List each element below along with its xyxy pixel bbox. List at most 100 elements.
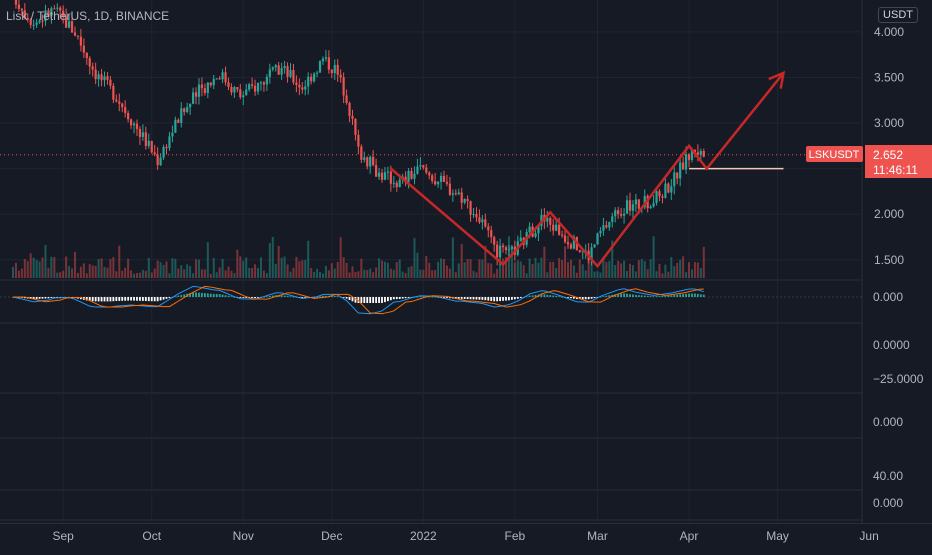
volume-bar — [381, 260, 384, 278]
macd-histogram-bar — [552, 295, 555, 297]
candle-body — [14, 0, 18, 5]
candle-body — [53, 8, 56, 10]
candle-body — [307, 76, 310, 87]
macd-histogram-bar — [133, 297, 135, 301]
candle-body — [395, 182, 398, 187]
volume-bar — [522, 265, 525, 278]
candle-body — [590, 247, 593, 260]
macd-histogram-bar — [106, 297, 109, 302]
macd-histogram-bar — [460, 297, 463, 299]
candle-body — [593, 244, 596, 248]
macd-histogram-bar — [670, 295, 673, 297]
macd-histogram-bar — [472, 297, 475, 300]
candle-body — [23, 10, 26, 18]
volume-bar — [389, 268, 392, 278]
macd-histogram-bar — [389, 297, 392, 301]
candle-body — [528, 226, 531, 233]
volume-bar — [593, 271, 596, 278]
volume-bar — [366, 270, 369, 278]
zigzag-projection-line[interactable] — [390, 72, 785, 269]
macd-histogram-bar — [354, 297, 357, 303]
volume-bar — [496, 268, 499, 278]
volume-bar — [679, 259, 682, 278]
volume-bar — [425, 256, 428, 278]
candle-body — [342, 77, 345, 96]
candle-body — [416, 166, 419, 174]
volume-bar — [97, 258, 100, 278]
candle-body — [625, 200, 629, 214]
candle-body — [563, 235, 567, 243]
macd-histogram-bar — [643, 295, 646, 297]
macd-histogram-bar — [561, 296, 563, 298]
volume-bar — [230, 270, 233, 278]
projection-arrow-head[interactable] — [768, 70, 786, 89]
candle-body — [242, 95, 245, 98]
volume-bar — [330, 263, 333, 278]
candle-body — [118, 101, 121, 104]
volume-bar — [262, 270, 265, 278]
candle-body — [97, 74, 100, 80]
symbol-title: Lisk / TetherUS, 1D, BINANCE — [6, 9, 170, 23]
candle-body — [327, 57, 330, 70]
candle-body — [436, 181, 440, 185]
macd-histogram-bar — [227, 295, 230, 297]
candle-body — [209, 82, 212, 86]
macd-histogram-bar — [567, 297, 569, 298]
candle-body — [138, 128, 142, 137]
macd-histogram-bar — [599, 296, 602, 298]
macd-histogram-bar — [56, 297, 59, 298]
volume-bar — [289, 271, 292, 278]
candle-body — [602, 225, 605, 231]
candle-body — [171, 132, 174, 137]
candle-body — [498, 245, 502, 258]
volume-bar — [138, 272, 141, 278]
macd-histogram-bar — [667, 295, 670, 297]
macd-histogram-bar — [620, 293, 623, 297]
candle-body — [676, 172, 679, 179]
candle-body — [289, 70, 292, 77]
candle-body — [354, 118, 357, 135]
macd-histogram-bar — [528, 295, 531, 297]
candle-body — [224, 72, 227, 83]
macd-histogram-bar — [555, 295, 558, 297]
macd-histogram-bar — [658, 295, 661, 297]
volume-bar — [631, 265, 634, 278]
macd-histogram-bar — [381, 297, 383, 303]
macd-histogram-bar — [53, 297, 56, 298]
volume-bar — [401, 271, 404, 278]
volume-bar — [333, 268, 336, 278]
macd-histogram-bar — [634, 294, 637, 297]
indicator-axis-label: 0.000 — [873, 290, 903, 304]
volume-bar — [242, 260, 245, 278]
volume-bar — [493, 273, 496, 278]
candle-body — [203, 88, 206, 94]
macd-histogram-bar — [534, 294, 537, 297]
candle-body — [174, 119, 177, 133]
macd-histogram-bar — [221, 294, 224, 297]
candle-body — [360, 146, 363, 160]
volume-bar — [162, 264, 165, 278]
volume-bar — [224, 270, 227, 278]
macd-histogram-bar — [475, 297, 478, 300]
candle-body — [191, 92, 195, 104]
candle-body — [478, 217, 481, 223]
volume-bar — [664, 264, 667, 278]
candle-body — [357, 134, 360, 147]
volume-bar — [115, 271, 118, 278]
candle-body — [428, 172, 431, 176]
candle-body — [127, 112, 130, 120]
volume-bar — [239, 256, 242, 278]
volume-bar — [428, 262, 431, 278]
volume-bar — [502, 258, 505, 278]
volume-bar — [286, 264, 289, 278]
candle-body — [389, 171, 392, 184]
volume-bar — [357, 271, 360, 278]
candle-body — [206, 82, 209, 94]
candle-body — [218, 78, 221, 80]
volume-bar — [168, 273, 171, 278]
currency-badge[interactable]: USDT — [878, 7, 918, 23]
volume-bar — [434, 270, 437, 278]
volume-bar — [159, 262, 162, 278]
